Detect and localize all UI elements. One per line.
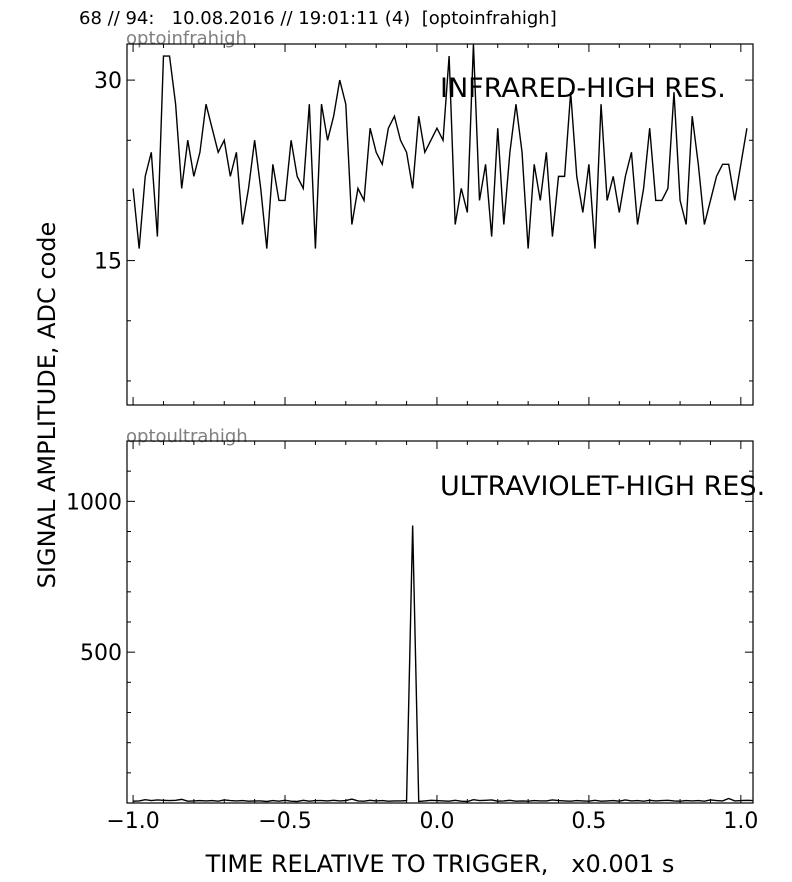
series-line bbox=[133, 525, 753, 803]
y-tick-label: 30 bbox=[94, 69, 122, 94]
x-tick-label: 0.0 bbox=[419, 809, 454, 834]
y-tick-label: 500 bbox=[80, 641, 122, 666]
x-axis-label: TIME RELATIVE TO TRIGGER, x0.001 s bbox=[205, 850, 675, 878]
x-tick-label: 1.0 bbox=[723, 809, 758, 834]
y-tick-label: 1000 bbox=[66, 490, 122, 515]
series-line bbox=[132, 44, 748, 249]
channel-label: optoinfrahigh bbox=[126, 28, 247, 49]
x-tick-label: 0.5 bbox=[571, 809, 606, 834]
infrared-panel: optoinfrahigh INFRARED-HIGH RES. 15 30 bbox=[94, 28, 754, 406]
y-axis-label: SIGNAL AMPLITUDE, ADC code bbox=[33, 222, 61, 589]
header-title: 68 // 94: 10.08.2016 // 19:01:11 (4) [op… bbox=[79, 8, 557, 29]
panel-title: ULTRAVIOLET-HIGH RES. bbox=[440, 471, 765, 502]
x-tick-label: −1.0 bbox=[106, 809, 159, 834]
channel-label: optoultrahigh bbox=[126, 426, 248, 447]
ultraviolet-panel: optoultrahigh ULTRAVIOLET-HIGH RES. 500 1… bbox=[66, 426, 765, 834]
y-tick-label: 15 bbox=[94, 250, 122, 275]
x-tick-label: −0.5 bbox=[258, 809, 311, 834]
panel-title: INFRARED-HIGH RES. bbox=[440, 73, 726, 104]
plot-frame bbox=[126, 43, 754, 406]
